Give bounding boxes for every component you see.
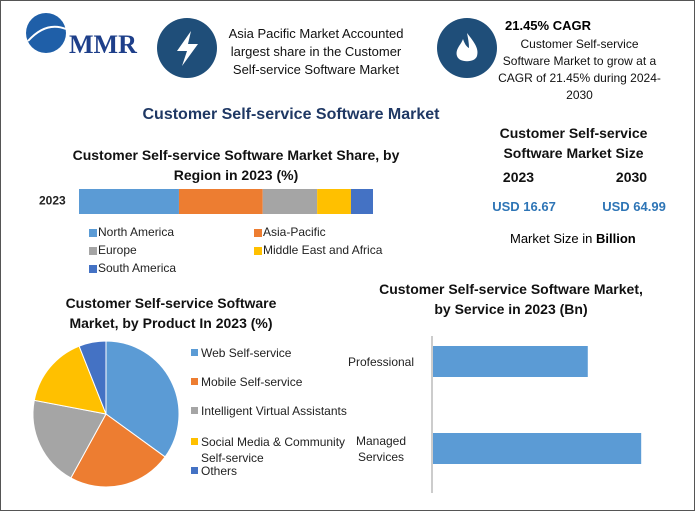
flame-icon xyxy=(456,33,478,62)
note-text: Market Size in xyxy=(510,231,593,246)
main-title: Customer Self-service Software Market xyxy=(142,106,440,123)
info-box: Asia Pacific Market Accounted largest sh… xyxy=(228,26,404,77)
bar-segment xyxy=(350,189,373,214)
bar xyxy=(433,346,588,377)
legend-swatch xyxy=(191,349,198,356)
bar-segment xyxy=(262,189,318,214)
legend-swatch xyxy=(191,407,198,414)
logo-text: MMR xyxy=(69,30,137,59)
y-tick-label: 2023 xyxy=(39,194,66,208)
legend-swatch xyxy=(191,378,198,385)
bar xyxy=(433,433,642,464)
bar-segment xyxy=(178,189,263,214)
size-value: USD 16.67 xyxy=(492,199,556,214)
year: 2030 xyxy=(615,169,648,185)
size-note: Market Size in Billion xyxy=(510,231,636,246)
logo-globe xyxy=(26,13,66,53)
legend-label: Middle East and Africa xyxy=(263,243,383,257)
cagr-title: 21.45% CAGR xyxy=(505,18,591,33)
size-value: USD 64.99 xyxy=(602,199,666,214)
legend-label: Others xyxy=(201,464,238,478)
legend-label: Social Media & Community Self-service xyxy=(201,435,346,465)
info-box: Customer Self-service Software Market to… xyxy=(498,37,661,102)
legend-swatch xyxy=(89,229,97,237)
note-unit: Billion xyxy=(596,231,636,246)
chart-title: Customer Self-service Software Market Sh… xyxy=(72,147,400,183)
legend-label: Intelligent Virtual Assistants xyxy=(201,404,347,418)
size-title: Customer Self-service Software Market Si… xyxy=(499,125,648,161)
chart-title: Customer Self-service Software Market, b… xyxy=(379,281,643,317)
pie-slice xyxy=(105,340,180,458)
logo-swoosh xyxy=(27,25,67,42)
pie-slice xyxy=(78,340,107,415)
bar-segment xyxy=(317,189,351,214)
legend-label: North America xyxy=(98,225,174,239)
legend-label: Europe xyxy=(98,243,137,257)
legend-label: Mobile Self-service xyxy=(201,375,303,389)
pie-slice xyxy=(33,345,107,415)
legend-swatch xyxy=(191,438,198,445)
legend-swatch xyxy=(254,229,262,237)
legend-label: Asia-Pacific xyxy=(263,225,326,239)
chart-title: Customer Self-service Software Market, b… xyxy=(65,295,277,331)
legend-swatch xyxy=(89,247,97,255)
y-tick-label: Managed Services xyxy=(355,433,407,464)
year: 2023 xyxy=(502,169,535,185)
legend-swatch xyxy=(89,265,97,273)
legend-label: South America xyxy=(98,261,176,275)
legend-swatch xyxy=(191,467,198,474)
legend-swatch xyxy=(254,247,262,255)
pie-slice xyxy=(32,399,107,479)
bolt-icon xyxy=(177,31,198,66)
bar-segment xyxy=(79,189,179,214)
pie-slice xyxy=(70,413,166,488)
legend-label: Web Self-service xyxy=(201,346,292,360)
y-tick-label: Professional xyxy=(347,354,415,369)
